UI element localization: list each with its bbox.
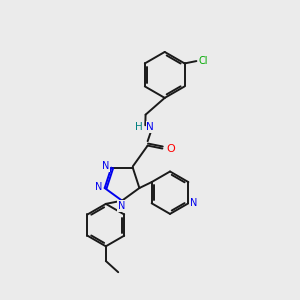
Text: H: H — [135, 122, 142, 132]
Text: N: N — [102, 161, 110, 171]
Text: O: O — [167, 143, 176, 154]
Text: N: N — [95, 182, 103, 192]
Text: N: N — [190, 198, 197, 208]
Text: Cl: Cl — [198, 56, 208, 66]
Text: N: N — [118, 201, 125, 211]
Text: N: N — [146, 122, 154, 132]
